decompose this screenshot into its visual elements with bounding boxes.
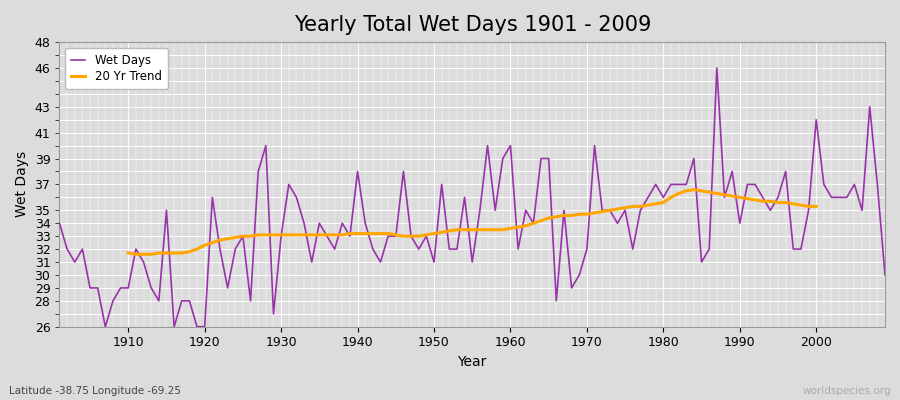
20 Yr Trend	[688, 187, 699, 192]
Line: Wet Days: Wet Days	[59, 68, 885, 327]
Wet Days	[123, 286, 134, 290]
20 Yr Trend	[811, 204, 822, 209]
Text: worldspecies.org: worldspecies.org	[803, 386, 891, 396]
20 Yr Trend	[130, 252, 141, 257]
Wet Days	[505, 143, 516, 148]
X-axis label: Year: Year	[457, 355, 487, 369]
20 Yr Trend	[306, 232, 317, 237]
Wet Days	[879, 272, 890, 277]
20 Yr Trend	[291, 232, 302, 237]
20 Yr Trend	[528, 221, 539, 226]
20 Yr Trend	[123, 250, 134, 255]
Wet Days	[513, 247, 524, 252]
20 Yr Trend	[719, 192, 730, 197]
Y-axis label: Wet Days: Wet Days	[15, 151, 29, 218]
Wet Days	[100, 324, 111, 329]
20 Yr Trend	[214, 238, 225, 242]
Wet Days	[711, 66, 722, 70]
Legend: Wet Days, 20 Yr Trend: Wet Days, 20 Yr Trend	[66, 48, 167, 89]
Line: 20 Yr Trend: 20 Yr Trend	[129, 190, 816, 254]
Wet Days	[337, 221, 347, 226]
20 Yr Trend	[803, 204, 814, 209]
Text: Latitude -38.75 Longitude -69.25: Latitude -38.75 Longitude -69.25	[9, 386, 181, 396]
Wet Days	[291, 195, 302, 200]
Title: Yearly Total Wet Days 1901 - 2009: Yearly Total Wet Days 1901 - 2009	[293, 15, 651, 35]
Wet Days	[605, 208, 616, 213]
Wet Days	[54, 221, 65, 226]
